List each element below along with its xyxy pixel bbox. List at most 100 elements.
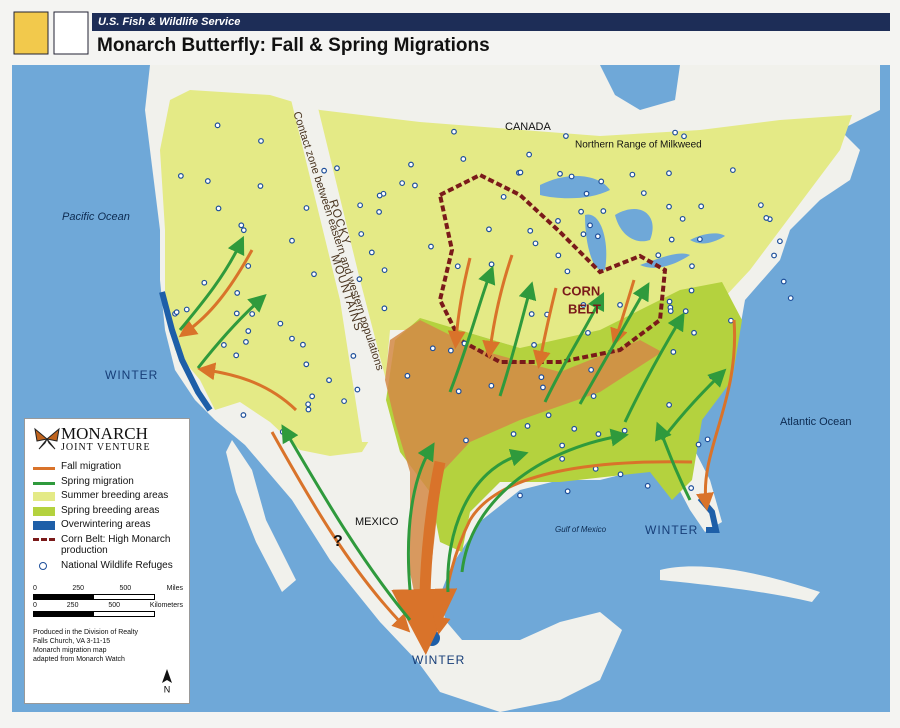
refuge-dot [538,374,545,381]
refuge-dot [528,311,535,317]
refuge-dot [621,427,628,434]
lake [615,209,653,242]
refuge-dot [356,276,363,283]
legend-item: Overwintering areas [33,519,181,531]
refuge-dot [233,310,240,317]
refuge-dot [704,436,711,443]
refuge-dot [240,227,247,234]
refuge-dot [709,373,715,380]
refuge-dot [698,203,705,210]
legend-item: Fall migration [33,461,181,473]
refuge-dot [500,193,507,200]
fall-arrow [197,362,298,412]
overwintering-area [424,630,440,646]
label-atlantic: Atlantic Ocean [780,416,852,428]
refuge-dot [376,192,383,199]
refuge-dot [451,128,457,135]
refuge-dot [303,361,310,368]
refuge-dot [594,233,601,240]
refuge-dot [334,165,340,172]
refuge-dot [545,412,552,419]
refuge-dot [559,442,566,449]
fall-arrow [696,319,737,511]
refuge-dot [531,341,537,348]
refuge-dot [588,366,595,373]
label-milkweed: Northern Range of Milkweed [575,140,702,151]
legend-swatch [33,492,55,502]
refuge-dot [777,238,783,245]
spring-arrow [281,424,412,621]
refuge-dot [233,352,240,359]
refuge-dot [245,328,252,334]
refuge-dot [399,180,406,187]
legend-item: National Wildlife Refuges [33,560,181,572]
fall-arrow [178,249,254,338]
refuge-dot [517,492,523,499]
label-question: ? [333,533,343,550]
refuge-dot [644,482,651,489]
refuge-dot [598,178,605,185]
fall-arrow [482,254,514,359]
refuge-dot [243,339,249,345]
fall-funnel [385,320,662,622]
refuge-dot [571,425,578,432]
legend-item: Summer breeding areas [33,490,181,502]
refuge-dot [177,173,184,179]
refuge-dot [583,190,590,197]
refuge-dot [787,295,794,302]
cuba [660,566,820,602]
spring-arrow [654,421,692,501]
refuge-dot [682,308,689,315]
scale-tick: 0 [33,602,37,610]
refuge-dot [524,423,531,429]
refuge-dot [526,151,533,158]
refuge-dot [580,231,587,238]
legend-label: Spring breeding areas [61,504,160,516]
contact-zone [285,75,386,442]
scale-unit: Miles [166,585,183,593]
lake [540,175,610,199]
refuge-dot [454,263,461,270]
refuge-dot [309,393,316,400]
refuge-dot [300,341,306,348]
scale-ticks: 0 250 500 Kilometers [33,602,183,609]
logo-bottom: JOINT VENTURE [61,441,151,453]
refuge-dot [780,278,787,285]
refuge-dot [358,231,365,237]
refuge-dot [238,222,245,229]
refuge-dot [289,237,295,244]
refuge-dot [429,345,436,352]
overwintering-area [159,291,213,412]
refuge-dot [666,401,673,408]
refuge-dot [220,342,227,348]
fall-arrows [178,249,737,635]
refuge-dot [532,240,539,247]
refuge-dot [245,263,252,269]
refuge-dot [517,169,524,176]
refuge-dot [696,236,703,243]
refuge-dot [305,406,312,413]
refuge-dot [670,349,677,355]
refuge-dot [376,209,382,215]
header-bar [92,13,890,31]
refuge-dot [173,309,180,316]
refuge-dot [455,388,462,395]
fall-arrow [447,257,472,349]
refuge-dot [540,384,546,391]
label-mexico: MEXICO [355,516,399,528]
refuge-dot [258,138,264,144]
refuge-dot [667,308,674,314]
refuge-dot [447,347,454,354]
refuge-dot [595,431,602,437]
spring-arrow [498,281,537,397]
legend-swatch [33,478,55,485]
refuge-dot [527,227,534,234]
legend-label: National Wildlife Refuges [61,559,173,571]
scale-ticks: 0 250 500 Miles [33,585,183,592]
refuge-dot [257,183,264,189]
spring-arrows [178,235,727,621]
legend-item: Spring migration [33,476,181,488]
corn-belt [437,172,668,364]
legend: MONARCH JOINT VENTURE Fall migration Sprin… [24,418,190,704]
